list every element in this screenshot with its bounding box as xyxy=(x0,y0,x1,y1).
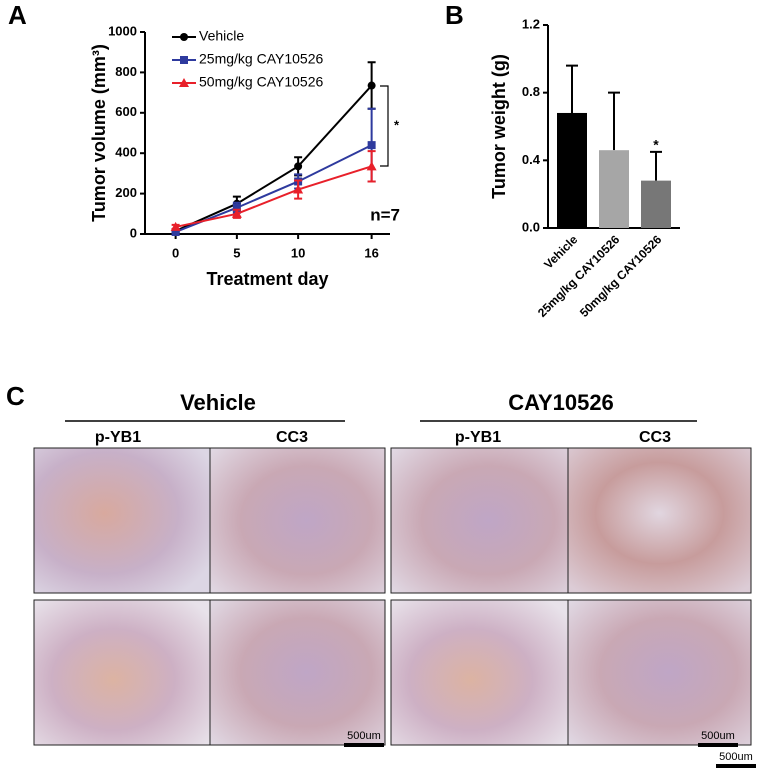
y-axis-label: Tumor weight (g) xyxy=(489,54,509,199)
point xyxy=(294,162,303,171)
panel-label: C xyxy=(6,381,25,411)
point xyxy=(367,141,376,150)
bar xyxy=(599,150,629,228)
point xyxy=(231,208,242,218)
histology-images xyxy=(33,447,752,746)
y-tick-label: 400 xyxy=(115,145,137,160)
x-tick-label: 0 xyxy=(172,245,179,260)
point xyxy=(293,184,304,194)
legend-label: 50mg/kg CAY10526 xyxy=(199,74,323,90)
y-tick-label: 0.8 xyxy=(522,84,540,99)
sig-bracket xyxy=(380,85,389,167)
legend-marker xyxy=(180,33,188,41)
legend-label: Vehicle xyxy=(199,28,244,44)
error-bar xyxy=(566,64,578,113)
point xyxy=(367,81,376,90)
stain-label: CC3 xyxy=(639,429,671,446)
point xyxy=(366,161,377,171)
x-tick-label: Vehicle xyxy=(541,232,580,271)
panel-label: B xyxy=(445,0,464,30)
bar xyxy=(557,112,587,228)
panel-label: A xyxy=(8,0,27,30)
scale-label: 500um xyxy=(701,730,735,742)
error-bar xyxy=(608,91,620,151)
x-tick-label: 25mg/kg CAY10526 xyxy=(535,232,623,320)
y-tick-label: 600 xyxy=(115,104,137,119)
group-title: Vehicle xyxy=(180,390,256,415)
annotation: * xyxy=(394,117,400,132)
annotation: * xyxy=(653,137,659,153)
error-bar xyxy=(650,150,662,181)
scale-bar xyxy=(698,743,738,747)
x-tick-label: 16 xyxy=(364,245,378,260)
x-axis-label: Treatment day xyxy=(206,269,328,289)
point xyxy=(232,203,241,212)
point xyxy=(170,221,181,231)
scale-bar xyxy=(716,764,756,768)
bar xyxy=(641,180,671,228)
legend-marker xyxy=(179,78,189,87)
scale-label: 500um xyxy=(347,730,381,742)
series-line xyxy=(175,165,372,228)
scale-bar xyxy=(344,743,384,747)
y-tick-label: 0.0 xyxy=(522,219,540,234)
y-tick-label: 200 xyxy=(115,185,137,200)
y-tick-label: 1000 xyxy=(108,23,137,38)
stain-label: p-YB1 xyxy=(95,429,141,446)
y-tick-label: 800 xyxy=(115,64,137,79)
legend-label: 25mg/kg CAY10526 xyxy=(199,51,323,67)
x-tick-label: 10 xyxy=(291,245,305,260)
y-axis-label: Tumor volume (mm³) xyxy=(89,44,109,222)
point xyxy=(171,227,180,236)
x-tick-label: 5 xyxy=(233,245,240,260)
group-title: CAY10526 xyxy=(508,390,614,415)
y-tick-label: 1.2 xyxy=(522,16,540,31)
annotation: n=7 xyxy=(370,205,400,224)
y-tick-label: 0.4 xyxy=(522,152,541,167)
scale-label: 500um xyxy=(719,751,753,763)
y-tick-label: 0 xyxy=(130,225,137,240)
stain-label: CC3 xyxy=(276,429,308,446)
stain-label: p-YB1 xyxy=(455,429,501,446)
series-line xyxy=(175,84,373,232)
legend-marker xyxy=(180,56,188,64)
x-tick-label: 50mg/kg CAY10526 xyxy=(577,232,665,320)
